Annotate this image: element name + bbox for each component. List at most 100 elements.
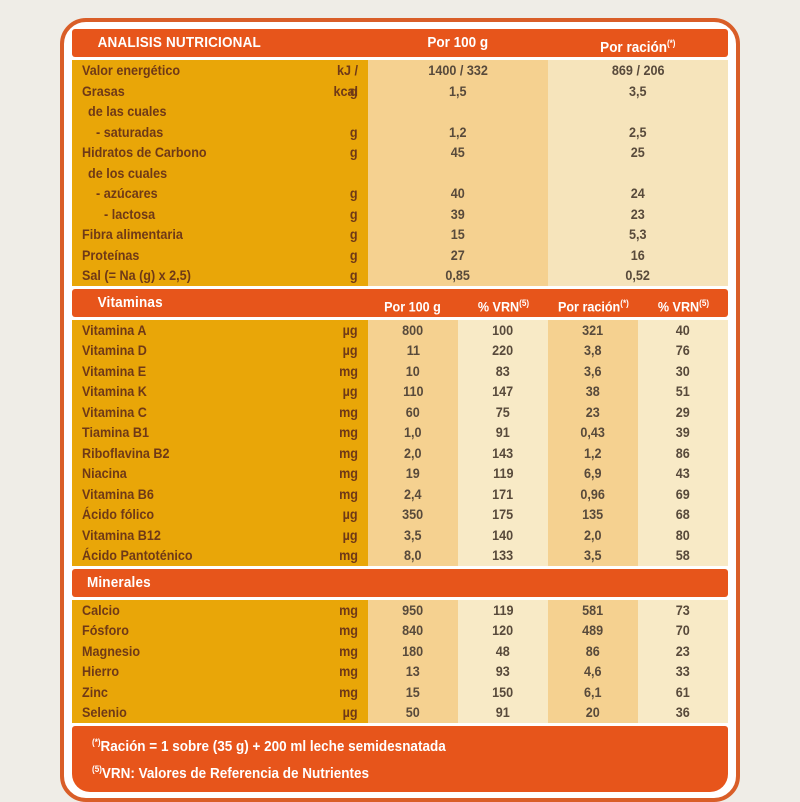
table-row: Fibra alimentaria g 15 5,3 xyxy=(72,224,728,245)
value-vrn-racion: 29 xyxy=(638,401,728,422)
row-label: Proteínas xyxy=(72,244,314,265)
value-vrn-racion: 58 xyxy=(638,545,728,566)
value-per-racion: 23 xyxy=(548,401,638,422)
row-unit: mg xyxy=(314,661,368,682)
value-per-100g: 19 xyxy=(368,463,458,484)
racion-footnote-marker: (*) xyxy=(619,297,629,308)
value-vrn-100g: 100 xyxy=(458,319,548,340)
value-per-racion: 3,8 xyxy=(548,340,638,361)
row-label: Ácido fólico xyxy=(72,504,314,525)
section-divider xyxy=(72,57,728,60)
section-divider xyxy=(72,565,728,569)
value-per-100g: 3,5 xyxy=(368,524,458,545)
value-per-racion: 23 xyxy=(548,203,728,224)
value-per-100g: 110 xyxy=(368,381,458,402)
value-per-racion: 24 xyxy=(548,183,728,204)
table-row: de las cuales xyxy=(72,101,728,122)
footnotes-footer: (*)Ración = 1 sobre (35 g) + 200 ml lech… xyxy=(72,725,728,792)
value-per-100g: 15 xyxy=(368,224,548,245)
table-row: Sal (= Na (g) x 2,5) g 0,85 0,52 xyxy=(72,265,728,286)
value-per-100g: 50 xyxy=(368,702,458,723)
value-per-100g: 1,0 xyxy=(368,422,458,443)
value-vrn-100g: 83 xyxy=(458,360,548,381)
analysis-header-bar: ANALISIS NUTRICIONAL Por 100 g Por ració… xyxy=(72,29,728,57)
value-vrn-racion: 39 xyxy=(638,422,728,443)
row-label: Tiamina B1 xyxy=(72,422,314,443)
value-vrn-100g: 143 xyxy=(458,442,548,463)
value-vrn-100g: 93 xyxy=(458,661,548,682)
row-unit: mg xyxy=(314,401,368,422)
row-label: Zinc xyxy=(72,681,314,702)
vrn-footnote-marker: (5) xyxy=(698,297,709,308)
table-row: Vitamina B12 µg 3,5 140 2,0 80 xyxy=(72,524,728,545)
row-unit: g xyxy=(314,244,368,265)
row-unit: mg xyxy=(314,620,368,641)
row-unit: mg xyxy=(314,483,368,504)
value-per-racion: 2,5 xyxy=(548,121,728,142)
value-vrn-100g: 91 xyxy=(458,702,548,723)
value-vrn-racion: 68 xyxy=(638,504,728,525)
value-vrn-100g: 175 xyxy=(458,504,548,525)
row-unit: g xyxy=(314,183,368,204)
vitamins-header-bar: Vitaminas Por 100 g % VRN(5) Por ración(… xyxy=(72,288,728,317)
table-row: Valor energético kJ / kcal 1400 / 332 869 /… xyxy=(72,60,728,101)
table-row: de los cuales xyxy=(72,162,728,183)
value-per-100g: 1,5 xyxy=(368,80,548,101)
value-vrn-racion: 69 xyxy=(638,483,728,504)
value-vrn-racion: 51 xyxy=(638,381,728,402)
row-label: Vitamina C xyxy=(72,401,314,422)
footnote-vrn: (5)VRN: Valores de Referencia de Nutrien… xyxy=(92,763,370,782)
row-unit: µg xyxy=(314,319,368,340)
value-per-racion: 38 xyxy=(548,381,638,402)
value-per-100g xyxy=(368,101,548,122)
value-per-racion: 25 xyxy=(548,142,728,163)
value-vrn-100g: 171 xyxy=(458,483,548,504)
row-unit: g xyxy=(314,203,368,224)
value-per-100g: 60 xyxy=(368,401,458,422)
value-vrn-100g: 133 xyxy=(458,545,548,566)
table-row: - saturadas g 1,2 2,5 xyxy=(72,121,728,142)
value-vrn-racion: 33 xyxy=(638,661,728,682)
value-vrn-racion: 23 xyxy=(638,640,728,661)
value-vrn-racion: 80 xyxy=(638,524,728,545)
table-row: Riboflavina B2 mg 2,0 143 1,2 86 xyxy=(72,442,728,463)
row-unit: mg xyxy=(314,599,368,620)
value-vrn-racion: 30 xyxy=(638,360,728,381)
value-vrn-racion: 76 xyxy=(638,340,728,361)
value-vrn-racion: 61 xyxy=(638,681,728,702)
value-per-100g: 13 xyxy=(368,661,458,682)
value-per-racion: 6,9 xyxy=(548,463,638,484)
row-label: Hierro xyxy=(72,661,314,682)
row-unit: mg xyxy=(314,422,368,443)
section-divider xyxy=(72,316,728,320)
value-per-racion: 4,6 xyxy=(548,661,638,682)
value-per-racion: 489 xyxy=(548,620,638,641)
row-label: Ácido Pantoténico xyxy=(72,545,314,566)
table-row: - lactosa g 39 23 xyxy=(72,203,728,224)
row-label: Vitamina B12 xyxy=(72,524,314,545)
value-vrn-racion: 73 xyxy=(638,599,728,620)
value-per-racion: 321 xyxy=(548,319,638,340)
value-per-racion: 86 xyxy=(548,640,638,661)
table-row: Ácido Pantoténico mg 8,0 133 3,5 58 xyxy=(72,545,728,566)
value-per-100g xyxy=(368,162,548,183)
value-per-racion: 0,43 xyxy=(548,422,638,443)
value-vrn-100g: 48 xyxy=(458,640,548,661)
nutrition-facts-card: ANALISIS NUTRICIONAL Por 100 g Por ració… xyxy=(60,18,740,802)
row-label: de las cuales xyxy=(72,101,314,122)
value-vrn-100g: 119 xyxy=(458,463,548,484)
row-label: Hidratos de Carbono xyxy=(72,142,314,163)
value-per-100g: 950 xyxy=(368,599,458,620)
table-row: Proteínas g 27 16 xyxy=(72,244,728,265)
table-row: Hidratos de Carbono g 45 25 xyxy=(72,142,728,163)
table-row: Tiamina B1 mg 1,0 91 0,43 39 xyxy=(72,422,728,443)
row-unit: mg xyxy=(314,360,368,381)
row-label: Vitamina D xyxy=(72,340,314,361)
row-unit: g xyxy=(314,224,368,245)
vitamins-col-per100g: Por 100 g xyxy=(384,298,442,315)
row-label: de los cuales xyxy=(72,162,314,183)
value-vrn-racion: 86 xyxy=(638,442,728,463)
table-row: Selenio µg 50 91 20 36 xyxy=(72,702,728,723)
